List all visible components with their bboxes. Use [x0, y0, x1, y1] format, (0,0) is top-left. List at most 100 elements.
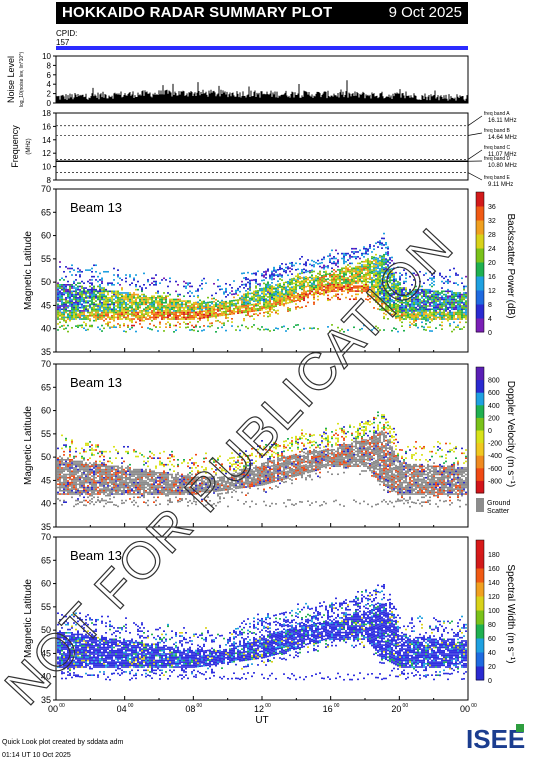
scatter-cell	[101, 306, 103, 309]
scatter-cell	[359, 280, 361, 283]
scatter-cell	[427, 305, 429, 307]
scatter-cell	[273, 292, 275, 295]
scatter-cell	[221, 288, 223, 291]
scatter-cell	[69, 489, 71, 492]
scatter-cell	[147, 305, 149, 307]
scatter-cell	[451, 298, 453, 301]
scatter-cell	[81, 305, 83, 307]
scatter-cell	[61, 489, 63, 492]
scatter-cell	[93, 463, 95, 466]
scatter-cell	[137, 318, 139, 320]
scatter-cell	[255, 272, 257, 274]
scatter-cell	[65, 301, 67, 304]
scatter-cell	[145, 300, 147, 302]
scatter-cell	[87, 269, 89, 271]
scatter-cell	[335, 262, 337, 265]
scatter-cell	[293, 297, 295, 299]
scatter-cell	[107, 476, 109, 479]
scatter-cell	[61, 292, 63, 294]
scatter-cell	[69, 455, 71, 458]
scatter-cell	[461, 308, 463, 311]
scatter-cell	[433, 272, 435, 275]
scatter-cell	[379, 259, 381, 262]
scatter-cell	[69, 493, 71, 495]
scatter-cell	[67, 468, 69, 471]
scatter-cell	[61, 457, 63, 459]
scatter-cell	[113, 480, 115, 482]
scatter-cell	[115, 305, 117, 307]
scatter-cell	[443, 277, 445, 280]
scatter-cell	[377, 280, 379, 283]
scatter-cell	[75, 303, 77, 306]
scatter-cell	[305, 305, 307, 308]
scatter-cell	[327, 289, 329, 292]
scatter-cell	[395, 284, 397, 287]
scatter-cell	[253, 306, 255, 309]
scatter-cell	[349, 256, 351, 258]
scatter-cell	[273, 329, 275, 331]
scatter-cell	[201, 300, 203, 303]
scatter-cell	[57, 460, 59, 463]
scatter-cell	[121, 457, 123, 459]
scatter-cell	[423, 300, 425, 302]
scatter-cell	[311, 259, 313, 262]
scatter-cell	[233, 299, 235, 302]
scatter-cell	[453, 292, 455, 294]
scatter-cell	[115, 485, 117, 487]
scatter-cell	[321, 266, 323, 269]
scatter-cell	[433, 290, 435, 293]
scatter-cell	[81, 491, 83, 494]
scatter-cell	[339, 330, 341, 332]
scatter-cell	[105, 478, 107, 481]
scatter-cell	[65, 311, 67, 314]
scatter-cell	[173, 301, 175, 304]
scatter-cell	[81, 314, 83, 317]
scatter-cell	[439, 274, 441, 276]
scatter-cell	[335, 287, 337, 289]
scatter-cell	[459, 300, 461, 302]
scatter-cell	[457, 292, 459, 294]
scatter-cell	[67, 297, 69, 299]
scatter-cell	[287, 282, 289, 285]
scatter-cell	[459, 293, 461, 296]
scatter-cell	[443, 300, 445, 302]
scatter-cell	[95, 486, 97, 489]
scatter-cell	[325, 291, 327, 294]
scatter-cell	[171, 308, 173, 311]
scatter-cell	[123, 488, 125, 490]
scatter-cell	[107, 303, 109, 306]
scatter-cell	[63, 310, 65, 312]
scatter-cell	[67, 463, 69, 466]
scatter-cell	[455, 301, 457, 304]
scatter-cell	[63, 478, 65, 481]
scatter-cell	[119, 472, 121, 474]
scatter-cell	[101, 463, 103, 466]
scatter-cell	[241, 303, 243, 306]
scatter-cell	[435, 316, 437, 319]
scatter-cell	[117, 491, 119, 494]
scatter-cell	[371, 260, 373, 263]
scatter-cell	[315, 288, 317, 290]
scatter-cell	[111, 489, 113, 492]
scatter-cell	[73, 306, 75, 309]
scatter-cell	[131, 310, 133, 312]
scatter-cell	[259, 284, 261, 287]
scatter-cell	[245, 276, 247, 279]
scatter-cell	[177, 293, 179, 296]
scatter-cell	[119, 293, 121, 296]
scatter-cell	[269, 285, 271, 288]
scatter-cell	[451, 293, 453, 296]
scatter-cell	[103, 491, 105, 494]
scatter-cell	[247, 314, 249, 316]
scatter-cell	[423, 318, 425, 320]
scatter-cell	[277, 301, 279, 304]
scatter-cell	[455, 318, 457, 320]
scatter-cell	[157, 303, 159, 306]
scatter-cell	[57, 298, 59, 301]
scatter-cell	[441, 316, 443, 319]
scatter-cell	[201, 287, 203, 290]
scatter-cell	[147, 327, 149, 329]
scatter-cell	[233, 303, 235, 305]
scatter-cell	[463, 301, 465, 304]
scatter-cell	[91, 287, 93, 289]
